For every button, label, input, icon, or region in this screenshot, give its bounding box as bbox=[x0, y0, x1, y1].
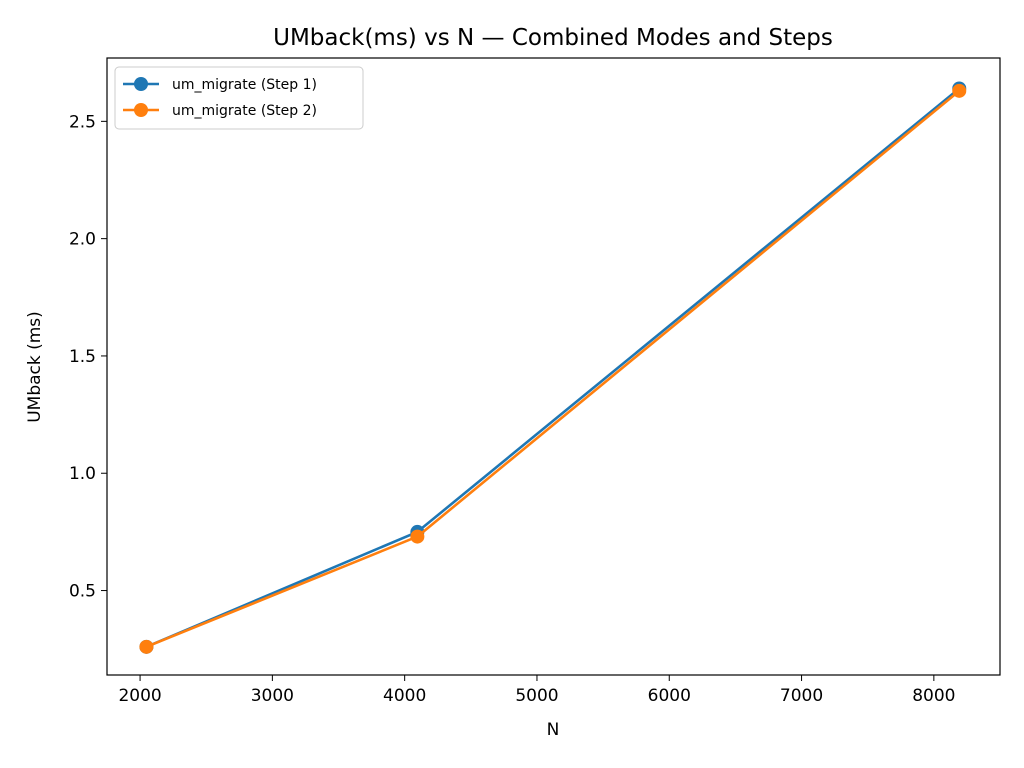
y-tick-label: 2.5 bbox=[69, 112, 96, 132]
legend-marker bbox=[134, 77, 148, 91]
x-tick-label: 3000 bbox=[251, 686, 294, 706]
legend-marker bbox=[134, 103, 148, 117]
y-tick-label: 0.5 bbox=[69, 582, 96, 602]
series-2 bbox=[139, 83, 967, 654]
x-tick-label: 4000 bbox=[383, 686, 426, 706]
y-axis-ticks: 0.5 1.0 1.5 2.0 2.5 bbox=[69, 112, 107, 602]
data-point bbox=[139, 639, 154, 654]
x-tick-label: 8000 bbox=[912, 686, 955, 706]
plot-frame bbox=[106, 57, 1001, 676]
data-point bbox=[410, 529, 425, 544]
x-axis-label: N bbox=[547, 720, 560, 740]
legend-label: um_migrate (Step 1) bbox=[172, 77, 317, 93]
y-tick-label: 2.0 bbox=[69, 230, 96, 250]
legend: um_migrate (Step 1) um_migrate (Step 2) bbox=[114, 66, 364, 130]
y-tick-label: 1.5 bbox=[69, 347, 96, 367]
legend-box bbox=[114, 66, 364, 130]
x-tick-label: 5000 bbox=[515, 686, 558, 706]
y-axis-label: UMback (ms) bbox=[25, 311, 45, 423]
x-tick-label: 7000 bbox=[780, 686, 823, 706]
x-tick-label: 6000 bbox=[648, 686, 691, 706]
y-tick-label: 1.0 bbox=[69, 464, 96, 484]
data-point bbox=[952, 83, 967, 98]
x-axis-ticks: 2000 3000 4000 5000 6000 7000 8000 bbox=[118, 675, 955, 706]
x-tick-label: 2000 bbox=[118, 686, 161, 706]
legend-label: um_migrate (Step 2) bbox=[172, 103, 317, 119]
series-layer bbox=[139, 81, 967, 654]
chart-title: UMback(ms) vs N — Combined Modes and Ste… bbox=[273, 25, 833, 51]
